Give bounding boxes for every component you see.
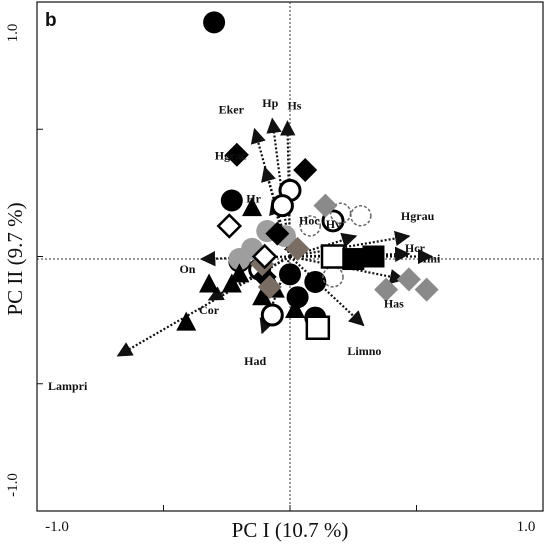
y-tick-label-bottom: -1.0	[5, 473, 21, 497]
point-grey-diamond	[313, 193, 338, 218]
point-open-circle	[270, 194, 294, 218]
point-filled-triangle	[285, 298, 306, 318]
point-grey-circle	[228, 248, 251, 271]
point-filled-circle	[286, 286, 309, 309]
point-filled-circle	[279, 263, 301, 286]
arrow-label-limno: Limno	[347, 344, 381, 358]
arrow-label-hp: Hp	[262, 96, 278, 110]
arrow-label-hmi: Hmi	[418, 252, 441, 266]
point-brown-diamond	[257, 275, 282, 300]
point-open-circle	[321, 209, 345, 233]
point-open-diamond	[216, 213, 243, 239]
point-dashed-circle	[329, 202, 352, 224]
point-filled-circle	[203, 11, 226, 34]
point-filled-triangle	[176, 311, 197, 331]
arrow-label-has: Has	[384, 296, 404, 310]
point-dashed-circle	[350, 205, 372, 227]
x-axis-title: PC I (10.7 %)	[232, 518, 349, 542]
arrow-label-hcr: Hcr	[405, 241, 426, 255]
point-open-circle	[260, 303, 284, 327]
x-tick-label-left: -1.0	[45, 519, 69, 535]
y-axis-title: PC II (9.7 %)	[3, 202, 27, 315]
point-open-square	[320, 244, 346, 269]
point-filled-square	[342, 248, 365, 271]
point-filled-circle	[304, 270, 327, 293]
point-open-diamond	[251, 243, 278, 270]
point-brown-diamond	[285, 236, 310, 261]
point-filled-triangle	[229, 263, 250, 283]
point-filled-square	[362, 245, 385, 268]
arrow-label-hr: Hr	[246, 192, 261, 206]
arrow-label-cor: Cor	[199, 303, 220, 317]
panel-label: b	[45, 10, 57, 31]
tick-marks	[37, 128, 417, 511]
arrow-label-hv: Hv	[326, 217, 341, 231]
point-filled-diamond	[224, 142, 249, 167]
arrow-label-hgrac: Hgrac	[215, 148, 248, 162]
arrow-label-hoc: Hoc	[299, 214, 320, 228]
arrow-label-hs: Hs	[287, 99, 301, 113]
point-filled-triangle	[199, 273, 220, 293]
point-grey-diamond	[414, 277, 439, 302]
arrow-label-lampri: Lampri	[48, 379, 88, 393]
point-filled-triangle	[221, 273, 242, 293]
point-filled-circle	[220, 189, 243, 212]
y-tick-label-top: 1.0	[5, 24, 21, 43]
point-grey-diamond	[374, 277, 399, 302]
point-filled-diamond	[265, 221, 290, 246]
point-layer	[176, 11, 439, 341]
point-grey-diamond	[396, 267, 421, 292]
loading-arrow-hgrac	[261, 165, 292, 257]
loading-arrow-cor	[207, 255, 291, 301]
arrow-label-had: Had	[244, 354, 266, 368]
point-filled-triangle	[252, 286, 273, 306]
point-filled-diamond	[293, 157, 318, 182]
loading-arrow-hv	[289, 232, 358, 258]
x-tick-label-right: 1.0	[517, 519, 536, 535]
point-dashed-circle	[299, 215, 321, 237]
loading-arrow-limno	[289, 255, 365, 327]
arrow-label-hgrau: Hgrau	[401, 209, 435, 223]
point-filled-triangle	[242, 197, 263, 217]
loading-arrow-hs	[280, 120, 296, 257]
loading-arrow-has	[289, 255, 406, 285]
arrow-label-eker: Eker	[219, 102, 245, 116]
arrow-label-on: On	[179, 262, 195, 276]
point-open-square	[305, 315, 331, 341]
loading-arrow-hgrau	[289, 230, 411, 258]
